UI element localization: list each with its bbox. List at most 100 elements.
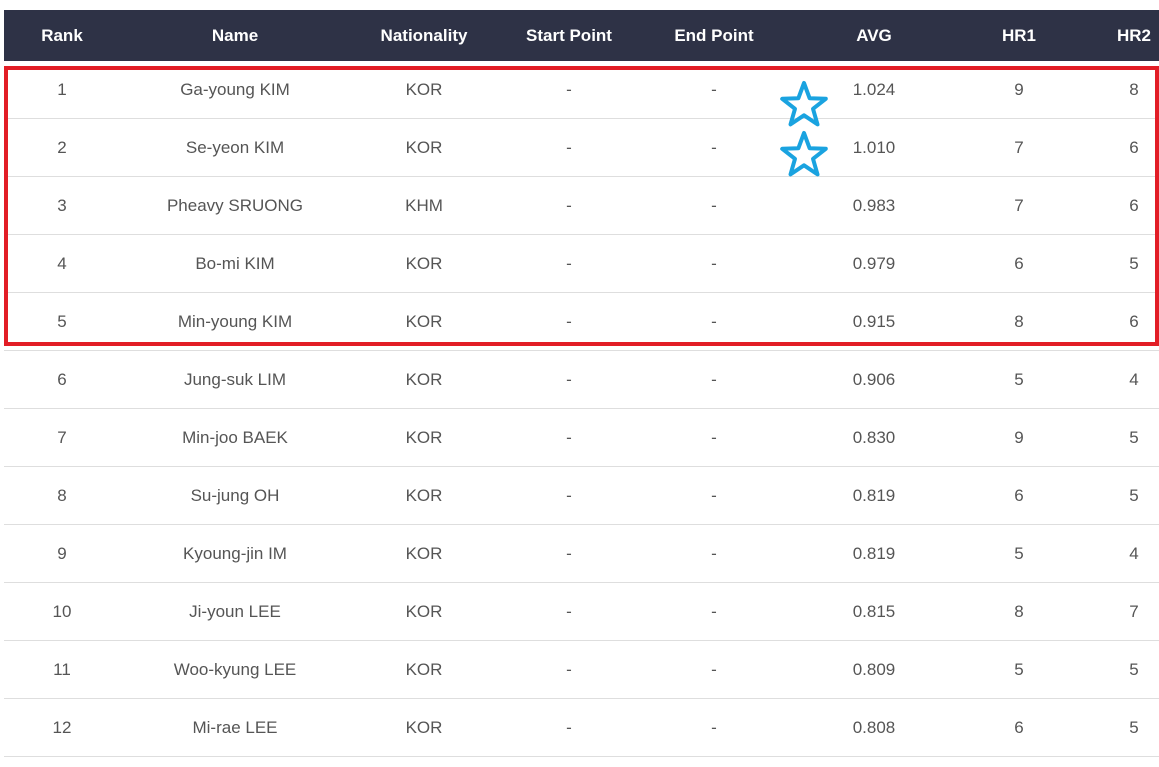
table-row: 8 Su-jung OH KOR - - 0.819 6 5 bbox=[4, 467, 1159, 525]
table-row: 7 Min-joo BAEK KOR - - 0.830 9 5 bbox=[4, 409, 1159, 467]
header-nationality[interactable]: Nationality bbox=[380, 26, 468, 45]
cell-hr2: 6 bbox=[1129, 196, 1139, 215]
table-row: 3 Pheavy SRUONG KHM - - 0.983 7 6 bbox=[4, 177, 1159, 235]
cell-hr1: 5 bbox=[1014, 370, 1024, 389]
cell-hr1: 6 bbox=[1014, 718, 1024, 737]
cell-start-point: - bbox=[566, 718, 572, 737]
cell-start-point: - bbox=[566, 80, 572, 99]
cell-nationality: KOR bbox=[405, 254, 443, 273]
cell-rank: 8 bbox=[57, 486, 67, 505]
table-row: 11 Woo-kyung LEE KOR - - 0.809 5 5 bbox=[4, 641, 1159, 699]
cell-avg: 0.906 bbox=[852, 370, 896, 389]
cell-rank: 5 bbox=[57, 312, 67, 331]
cell-name: Bo-mi KIM bbox=[195, 254, 275, 273]
cell-hr1: 8 bbox=[1014, 602, 1024, 621]
cell-nationality: KOR bbox=[405, 718, 443, 737]
cell-start-point: - bbox=[566, 370, 572, 389]
cell-hr1: 8 bbox=[1014, 312, 1024, 331]
cell-hr2: 6 bbox=[1129, 138, 1139, 157]
cell-name: Su-jung OH bbox=[190, 486, 280, 505]
cell-hr2: 5 bbox=[1129, 486, 1139, 505]
cell-end-point: - bbox=[711, 602, 717, 621]
cell-nationality: KOR bbox=[405, 370, 443, 389]
cell-avg: 0.808 bbox=[852, 718, 896, 737]
table-row: 6 Jung-suk LIM KOR - - 0.906 5 4 bbox=[4, 351, 1159, 409]
cell-hr1: 9 bbox=[1014, 80, 1024, 99]
cell-hr2: 5 bbox=[1129, 718, 1139, 737]
cell-nationality: KOR bbox=[405, 602, 443, 621]
cell-name: Ga-young KIM bbox=[180, 80, 290, 99]
cell-end-point: - bbox=[711, 544, 717, 563]
cell-nationality: KOR bbox=[405, 312, 443, 331]
cell-rank: 10 bbox=[52, 602, 72, 621]
cell-avg: 0.815 bbox=[852, 602, 896, 621]
cell-avg: 1.024 bbox=[852, 80, 896, 99]
cell-start-point: - bbox=[566, 312, 572, 331]
cell-end-point: - bbox=[711, 312, 717, 331]
cell-hr2: 4 bbox=[1129, 544, 1139, 563]
header-start-point[interactable]: Start Point bbox=[526, 26, 612, 45]
cell-end-point: - bbox=[711, 428, 717, 447]
header-name[interactable]: Name bbox=[211, 26, 259, 45]
cell-name: Woo-kyung LEE bbox=[173, 660, 297, 679]
cell-hr2: 4 bbox=[1129, 370, 1139, 389]
cell-avg: 0.983 bbox=[852, 196, 896, 215]
cell-hr1: 5 bbox=[1014, 544, 1024, 563]
cell-end-point: - bbox=[711, 718, 717, 737]
cell-avg: 0.979 bbox=[852, 254, 896, 273]
table-row: 2 Se-yeon KIM KOR - - 1.010 7 6 bbox=[4, 119, 1159, 177]
cell-avg: 0.809 bbox=[852, 660, 896, 679]
star-outline-icon bbox=[780, 81, 828, 127]
cell-hr2: 5 bbox=[1129, 254, 1139, 273]
cell-end-point: - bbox=[711, 486, 717, 505]
cell-name: Se-yeon KIM bbox=[185, 138, 285, 157]
cell-start-point: - bbox=[566, 602, 572, 621]
cell-start-point: - bbox=[566, 138, 572, 157]
cell-avg: 0.915 bbox=[852, 312, 896, 331]
cell-hr1: 7 bbox=[1014, 138, 1024, 157]
cell-hr2: 7 bbox=[1129, 602, 1139, 621]
cell-name: Mi-rae LEE bbox=[192, 718, 278, 737]
header-hr1[interactable]: HR1 bbox=[1001, 26, 1036, 45]
cell-rank: 2 bbox=[57, 138, 67, 157]
cell-name: Kyoung-jin IM bbox=[183, 544, 287, 563]
cell-avg: 1.010 bbox=[852, 138, 896, 157]
table-row: 1 Ga-young KIM KOR - - 1.024 9 8 bbox=[4, 61, 1159, 119]
cell-hr1: 5 bbox=[1014, 660, 1024, 679]
header-rank[interactable]: Rank bbox=[41, 26, 83, 45]
cell-name: Jung-suk LIM bbox=[183, 370, 287, 389]
header-end-point[interactable]: End Point bbox=[674, 26, 754, 45]
cell-rank: 12 bbox=[52, 718, 72, 737]
cell-rank: 3 bbox=[57, 196, 67, 215]
table-row: 9 Kyoung-jin IM KOR - - 0.819 5 4 bbox=[4, 525, 1159, 583]
cell-end-point: - bbox=[711, 660, 717, 679]
cell-name: Pheavy SRUONG bbox=[166, 196, 304, 215]
cell-avg: 0.830 bbox=[852, 428, 896, 447]
cell-nationality: KOR bbox=[405, 544, 443, 563]
cell-end-point: - bbox=[711, 138, 717, 157]
cell-nationality: KOR bbox=[405, 660, 443, 679]
cell-start-point: - bbox=[566, 254, 572, 273]
cell-nationality: KOR bbox=[405, 486, 443, 505]
cell-start-point: - bbox=[566, 196, 572, 215]
header-avg[interactable]: AVG bbox=[856, 26, 892, 45]
cell-name: Min-young KIM bbox=[177, 312, 293, 331]
cell-hr2: 5 bbox=[1129, 660, 1139, 679]
cell-avg: 0.819 bbox=[852, 544, 896, 563]
cell-nationality: KHM bbox=[405, 196, 443, 215]
cell-hr1: 7 bbox=[1014, 196, 1024, 215]
table-row: 5 Min-young KIM KOR - - 0.915 8 6 bbox=[4, 293, 1159, 351]
cell-hr1: 6 bbox=[1014, 486, 1024, 505]
cell-end-point: - bbox=[711, 370, 717, 389]
cell-start-point: - bbox=[566, 486, 572, 505]
table-row: 12 Mi-rae LEE KOR - - 0.808 6 5 bbox=[4, 699, 1159, 757]
header-hr2[interactable]: HR2 bbox=[1116, 26, 1151, 45]
cell-rank: 11 bbox=[53, 660, 71, 679]
cell-start-point: - bbox=[566, 544, 572, 563]
cell-end-point: - bbox=[711, 80, 717, 99]
cell-start-point: - bbox=[566, 660, 572, 679]
cell-start-point: - bbox=[566, 428, 572, 447]
ranking-table: Rank Name Nationality Start Point End Po… bbox=[4, 10, 1159, 757]
cell-rank: 1 bbox=[57, 80, 67, 99]
cell-rank: 4 bbox=[57, 254, 67, 273]
